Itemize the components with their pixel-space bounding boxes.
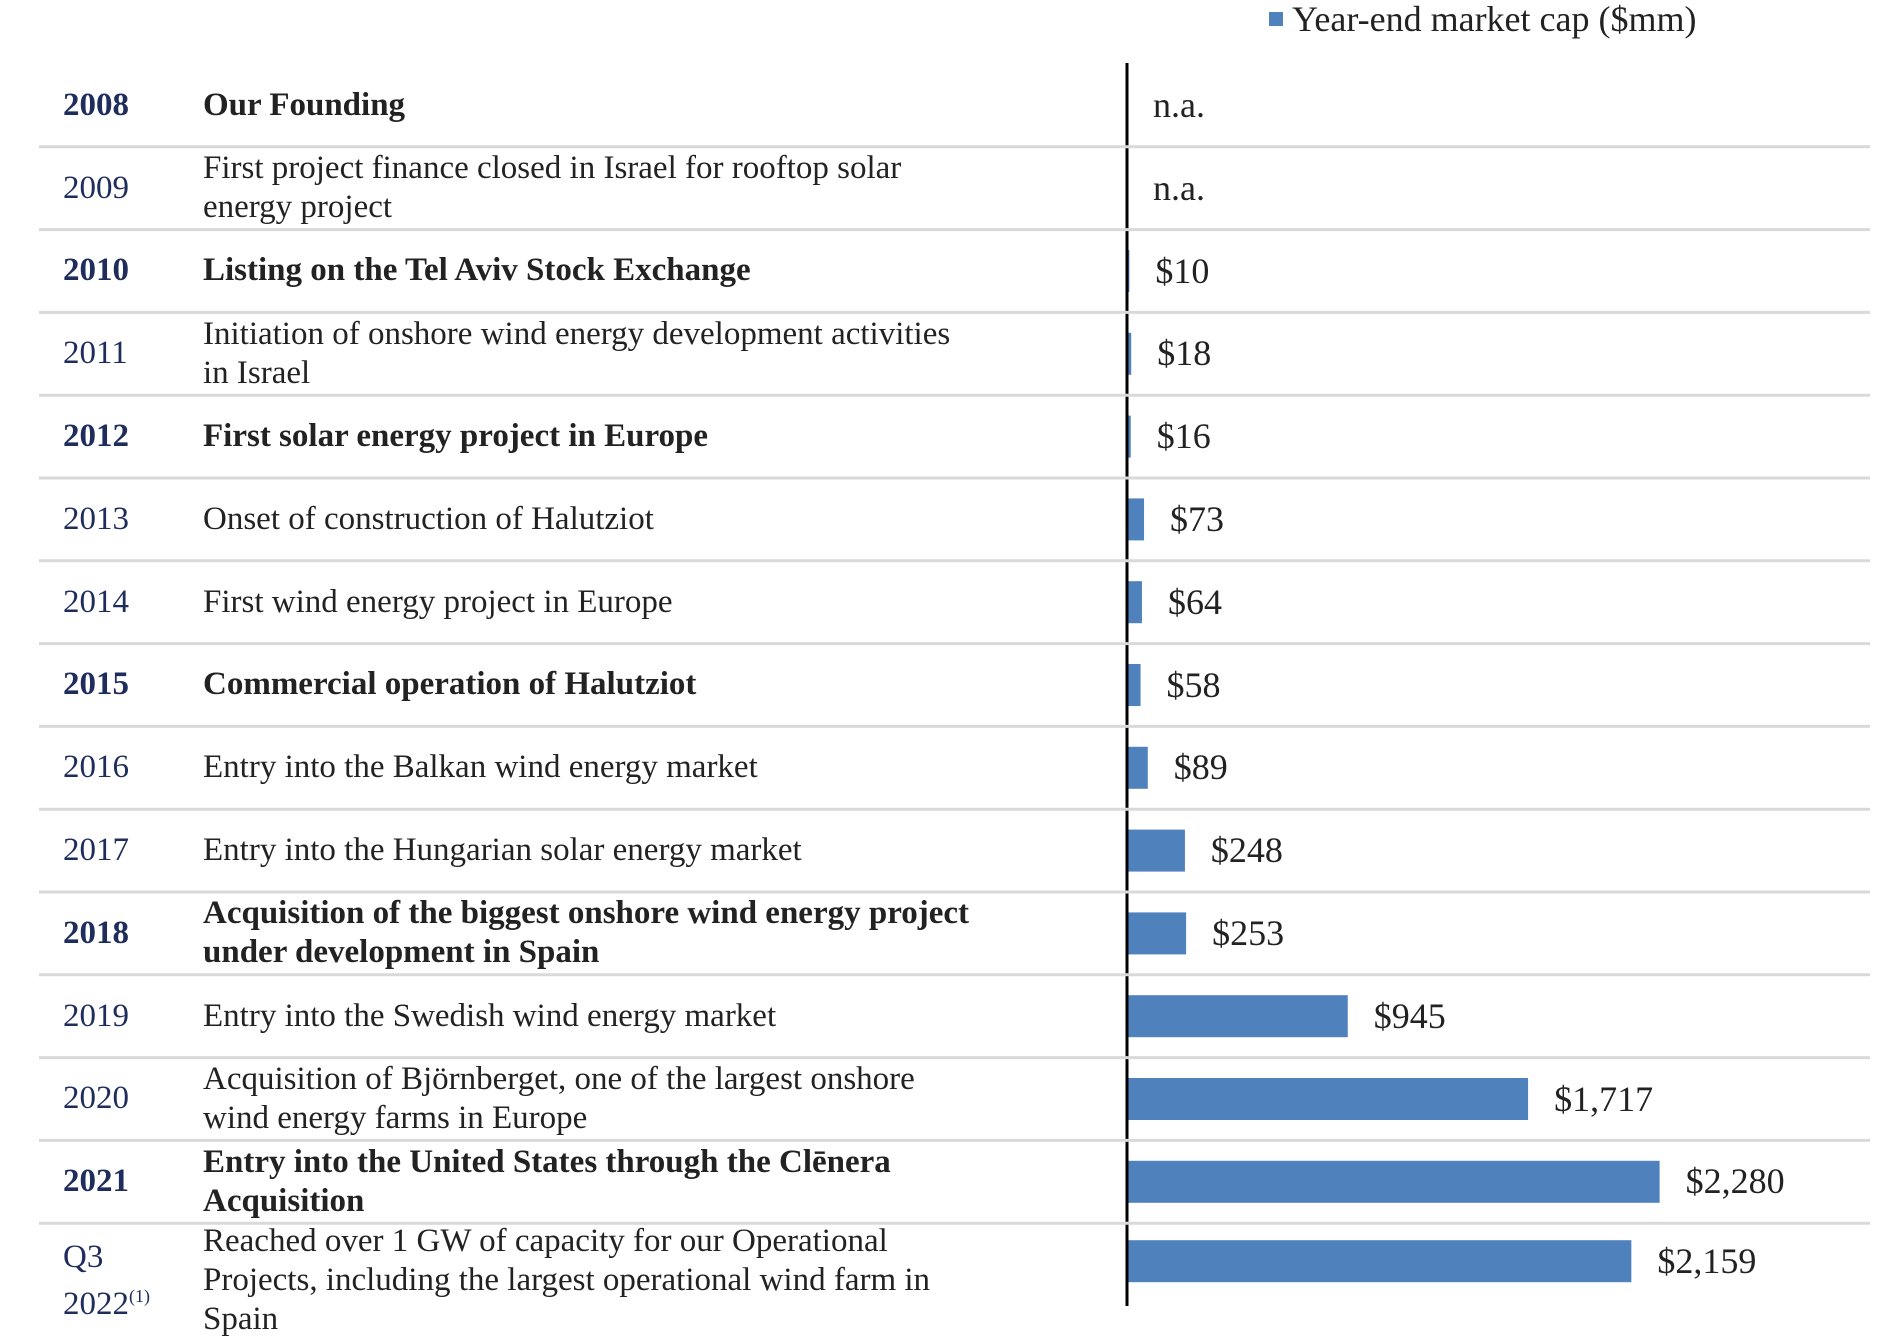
value-label: $945 xyxy=(1373,995,1446,1036)
event-label: First wind energy project in Europe xyxy=(203,583,673,620)
event-label: First project finance closed in Israel f… xyxy=(203,150,902,226)
event-label: Entry into the United States through the… xyxy=(203,1143,891,1219)
value-label: $58 xyxy=(1166,664,1221,705)
bar xyxy=(1128,912,1187,955)
value-label: $73 xyxy=(1170,498,1225,539)
bar xyxy=(1128,829,1185,872)
value-label: n.a. xyxy=(1153,84,1205,125)
year-label: 2014 xyxy=(63,583,129,620)
bar xyxy=(1128,332,1132,375)
year-label: 2021 xyxy=(63,1163,129,1200)
value-label: $16 xyxy=(1156,416,1211,457)
event-label: Entry into the Swedish wind energy marke… xyxy=(203,997,777,1034)
bar xyxy=(1128,995,1348,1038)
value-label: $253 xyxy=(1212,912,1285,953)
year-label: 2018 xyxy=(63,914,129,951)
bar xyxy=(1128,746,1148,789)
value-label: $2,159 xyxy=(1657,1240,1757,1281)
year-label: 2011 xyxy=(63,335,128,372)
value-label: n.a. xyxy=(1153,167,1205,208)
value-label: $64 xyxy=(1167,581,1222,622)
year-label: 2012 xyxy=(63,418,129,455)
year-label: 2015 xyxy=(63,666,129,703)
value-label: $2,280 xyxy=(1685,1161,1785,1202)
bar xyxy=(1128,581,1142,624)
year-text: Q3 2022 xyxy=(63,1238,129,1322)
year-label: 2013 xyxy=(63,500,129,537)
event-label: Our Founding xyxy=(203,86,406,123)
value-label: $1,717 xyxy=(1554,1078,1654,1119)
year-label: 2017 xyxy=(63,832,129,869)
year-label: 2020 xyxy=(63,1080,129,1117)
bar xyxy=(1128,498,1145,541)
year-label: Q3 2022(1) xyxy=(63,1223,163,1338)
event-label: Initiation of onshore wind energy develo… xyxy=(203,315,951,391)
bar xyxy=(1128,1160,1660,1203)
event-label: Entry into the Hungarian solar energy ma… xyxy=(203,832,802,869)
footnote-mark: (1) xyxy=(129,1285,150,1306)
event-label: First solar energy project in Europe xyxy=(203,418,709,455)
bar xyxy=(1128,1078,1529,1120)
year-label: 2010 xyxy=(63,252,129,289)
legend-label: Year-end market cap ($mm) xyxy=(1292,0,1697,39)
event-label: Acquisition of the biggest onshore wind … xyxy=(203,895,970,971)
event-label: Commercial operation of Halutziot xyxy=(203,666,697,703)
value-label: $10 xyxy=(1155,250,1210,291)
value-label: $89 xyxy=(1173,747,1228,788)
year-label: 2019 xyxy=(63,997,129,1034)
value-label: $18 xyxy=(1157,333,1212,374)
bar xyxy=(1128,1240,1632,1283)
event-label: Onset of construction of Halutziot xyxy=(203,500,654,537)
bar xyxy=(1128,664,1141,706)
bar xyxy=(1128,250,1130,292)
event-label: Listing on the Tel Aviv Stock Exchange xyxy=(203,252,751,289)
legend-swatch xyxy=(1269,12,1283,26)
year-wrap: Q3 2022(1) xyxy=(63,1238,163,1324)
event-label: Acquisition of Björnberget, one of the l… xyxy=(203,1060,915,1136)
bar xyxy=(1128,415,1131,458)
year-label: 2008 xyxy=(63,86,129,123)
event-label: Entry into the Balkan wind energy market xyxy=(203,749,758,786)
event-label: Reached over 1 GW of capacity for our Op… xyxy=(203,1223,931,1338)
year-label: 2009 xyxy=(63,169,129,206)
value-label: $248 xyxy=(1210,830,1283,871)
year-label: 2016 xyxy=(63,749,129,786)
